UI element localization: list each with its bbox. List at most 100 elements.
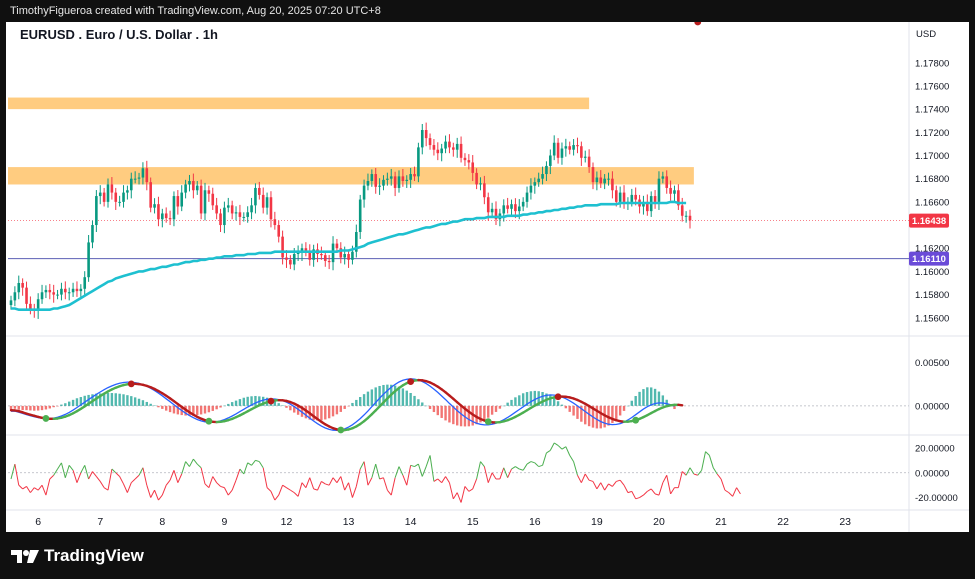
- candle-body: [157, 204, 160, 220]
- candle-body: [79, 288, 83, 292]
- macd-histogram-bar: [44, 405, 48, 410]
- oscillator-segment: [623, 484, 629, 493]
- macd-histogram-bar: [21, 405, 24, 411]
- macd-histogram-bar: [498, 405, 502, 409]
- oscillator-segment: [200, 467, 206, 485]
- candle-body: [98, 192, 102, 197]
- macd-cross-marker: [632, 416, 640, 424]
- candle-body: [13, 292, 17, 301]
- oscillator-segment: [417, 463, 423, 477]
- oscillator-segment: [111, 468, 117, 474]
- oscillator-segment: [138, 467, 144, 476]
- macd-histogram-bar: [397, 386, 401, 406]
- oscillator-segment: [196, 463, 202, 469]
- candle-body: [161, 213, 164, 220]
- macd-tick-label: 0.00000: [915, 401, 949, 412]
- oscillator-segment: [60, 462, 66, 478]
- macd-histogram-bar: [537, 391, 540, 406]
- oscillator-segment: [348, 482, 353, 498]
- candle-body: [552, 142, 556, 156]
- candle-body: [118, 201, 121, 203]
- candle-body: [327, 260, 331, 263]
- oscillator-segment: [325, 483, 330, 486]
- oscillator-segment: [262, 467, 268, 488]
- candle-body: [75, 288, 79, 292]
- oscillator-segment: [351, 486, 357, 498]
- oscillator-segment: [344, 482, 350, 491]
- candle-body: [71, 288, 75, 293]
- macd-histogram-bar: [611, 405, 614, 424]
- macd-histogram-bar: [521, 393, 525, 406]
- macd-histogram-bar: [250, 396, 253, 406]
- candle-body: [401, 176, 405, 181]
- candle-body: [436, 149, 440, 154]
- candle-body: [525, 192, 529, 202]
- candle-body: [440, 148, 443, 154]
- oscillator-segment: [301, 482, 307, 488]
- oscillator-segment: [243, 462, 249, 475]
- oscillator-segment: [68, 465, 74, 471]
- oscillator-segment: [95, 476, 101, 482]
- macd-histogram-bar: [114, 393, 117, 406]
- oscillator-tick-label: 20.00000: [915, 443, 955, 454]
- macd-histogram-bar: [502, 405, 505, 407]
- time-tick-label: 23: [839, 516, 851, 528]
- chart-svg[interactable]: EURUSD . Euro / U.S. Dollar . 1h USD 1.178…: [6, 22, 969, 532]
- candle-body: [192, 181, 195, 191]
- tradingview-brand[interactable]: TradingView: [10, 546, 144, 566]
- macd-histogram-bar: [335, 405, 339, 415]
- candle-body: [467, 160, 471, 163]
- candle-body: [595, 177, 599, 183]
- macd-histogram-bar: [428, 405, 432, 409]
- candle-body: [164, 213, 168, 219]
- chart-area[interactable]: EURUSD . Euro / U.S. Dollar . 1h USD 1.178…: [6, 22, 969, 532]
- candle-body: [355, 232, 358, 252]
- oscillator-segment: [526, 461, 532, 465]
- oscillator-segment: [410, 464, 415, 468]
- oscillator-segment: [107, 468, 113, 491]
- macd-histogram-bar: [479, 405, 482, 423]
- candle-body: [226, 205, 230, 208]
- oscillator-segment: [577, 475, 582, 483]
- oscillator-segment: [394, 466, 400, 478]
- macd-cross-marker: [337, 426, 345, 434]
- attribution-bar: TimothyFigueroa created with TradingView…: [6, 0, 969, 22]
- time-tick-label: 12: [281, 516, 293, 528]
- oscillator-segment: [565, 446, 571, 456]
- macd-histogram-bar: [568, 405, 571, 412]
- oscillator-segment: [437, 478, 443, 484]
- oscillator-segment: [30, 487, 35, 493]
- macd-histogram-bar: [541, 392, 544, 406]
- macd-histogram-bar: [440, 405, 443, 418]
- macd-histogram-bar: [587, 405, 591, 427]
- macd-cross-marker: [267, 397, 275, 405]
- candle-body: [265, 197, 269, 208]
- macd-histogram-bar: [176, 405, 180, 415]
- macd-histogram-bar: [514, 397, 517, 406]
- candle-body: [494, 208, 498, 220]
- macd-histogram-bar: [424, 405, 428, 407]
- macd-histogram-bar: [506, 402, 509, 406]
- oscillator-segment: [290, 489, 295, 494]
- macd-histogram-bar: [653, 388, 657, 406]
- macd-histogram-bar: [646, 387, 649, 406]
- oscillator-segment: [72, 470, 78, 483]
- candle-body: [564, 146, 568, 149]
- oscillator-segment: [130, 478, 136, 484]
- candle-body: [374, 174, 378, 187]
- macd-histogram-bar: [48, 405, 51, 409]
- macd-histogram-bar: [196, 405, 199, 416]
- oscillator-segment: [359, 461, 365, 470]
- candle-body: [292, 254, 296, 265]
- oscillator-segment: [616, 479, 621, 482]
- time-tick-label: 13: [343, 516, 355, 528]
- oscillator-segment: [522, 463, 528, 471]
- chart-frame: TimothyFigueroa created with TradingView…: [6, 0, 969, 579]
- candle-body: [521, 201, 525, 207]
- macd-histogram-bar: [467, 405, 471, 427]
- macd-histogram-bar: [304, 405, 308, 419]
- macd-histogram-bar: [599, 405, 602, 429]
- macd-histogram-bar: [393, 385, 397, 406]
- time-tick-label: 6: [35, 516, 41, 528]
- macd-cross-marker: [407, 378, 415, 386]
